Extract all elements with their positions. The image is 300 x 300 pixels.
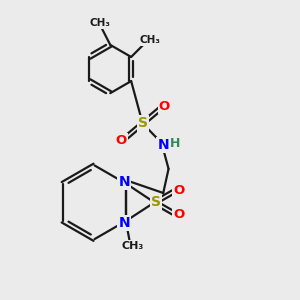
Text: O: O xyxy=(173,184,185,197)
Text: N: N xyxy=(158,138,169,152)
Text: O: O xyxy=(173,208,185,221)
Text: CH₃: CH₃ xyxy=(122,241,144,251)
Text: N: N xyxy=(118,216,130,230)
Text: O: O xyxy=(115,134,127,147)
Text: O: O xyxy=(159,100,170,113)
Text: S: S xyxy=(151,195,161,209)
Text: H: H xyxy=(170,137,180,150)
Text: S: S xyxy=(138,116,148,130)
Text: CH₃: CH₃ xyxy=(139,35,160,45)
Text: N: N xyxy=(118,175,130,189)
Text: CH₃: CH₃ xyxy=(89,18,110,28)
